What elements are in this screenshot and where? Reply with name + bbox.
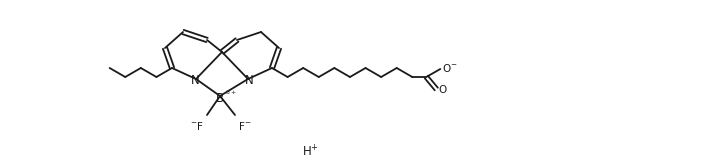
Text: H$^{+}$: H$^{+}$ <box>302 144 319 160</box>
Text: F$^{-}$: F$^{-}$ <box>238 120 251 132</box>
Text: N: N <box>245 74 253 87</box>
Text: B: B <box>216 92 224 104</box>
Text: O$^{-}$: O$^{-}$ <box>442 62 458 74</box>
Text: O: O <box>438 85 447 95</box>
Text: N: N <box>190 74 200 87</box>
Text: $^{3+}$: $^{3+}$ <box>225 90 237 98</box>
Text: $^{-}$F: $^{-}$F <box>190 120 204 132</box>
